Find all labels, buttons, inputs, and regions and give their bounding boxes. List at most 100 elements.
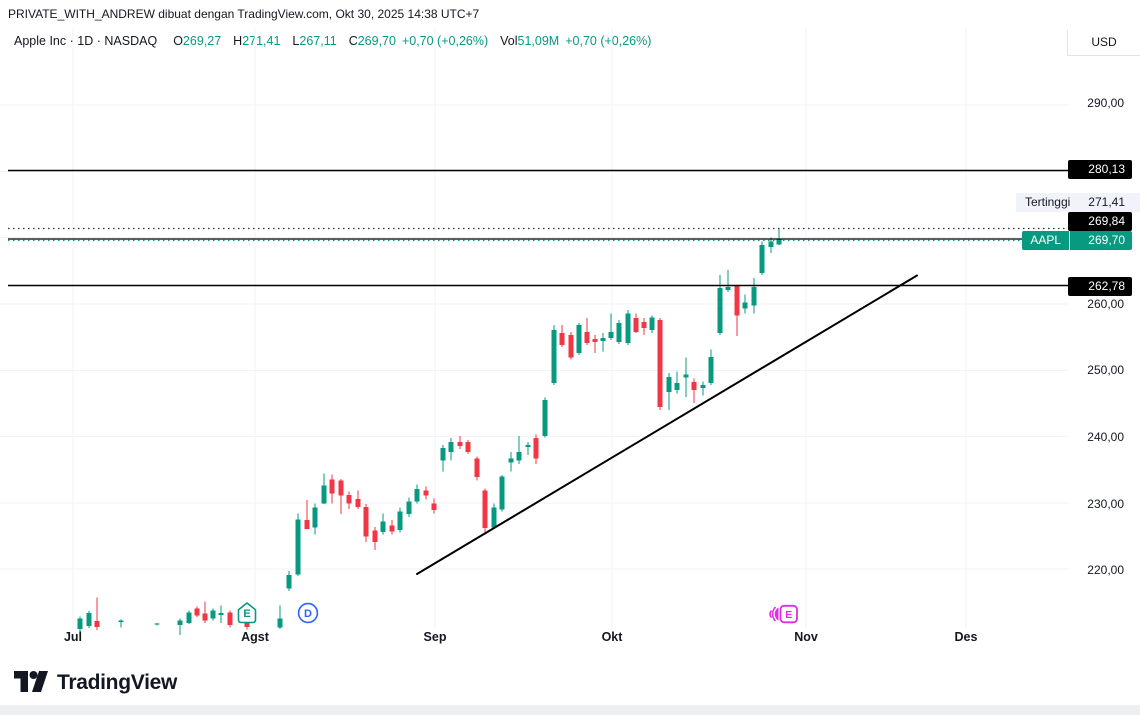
candle-body [616, 323, 622, 342]
time-axis-label: Nov [794, 630, 818, 644]
legend-separator: · [69, 34, 74, 48]
candle-body [717, 288, 723, 333]
candle-body [499, 476, 505, 510]
candle-body [295, 519, 301, 575]
candle-body [389, 525, 395, 532]
price-axis-tick: 260,00 [1087, 297, 1124, 311]
candle-body [525, 445, 531, 447]
trend-line-drawing[interactable] [416, 274, 918, 575]
candle-body [406, 501, 412, 514]
tradingview-logo-text[interactable]: TradingView [57, 670, 178, 694]
candle-body [86, 613, 92, 626]
candle-body [177, 620, 183, 625]
price-axis-tick: 290,00 [1087, 96, 1124, 110]
price-axis[interactable]: USD 290,00 260,00 250,00 240,00 230,00 220,00… [1015, 28, 1140, 656]
candle-body [227, 612, 233, 625]
candle-body [77, 618, 83, 629]
candle-body [355, 499, 361, 507]
upcoming-earnings-badge-shape [779, 604, 798, 624]
candle-body [218, 613, 224, 615]
candle-body [551, 330, 557, 383]
symbol-legend[interactable]: Apple Inc · 1D · NASDAQ O269,27 H271,41 … [14, 34, 651, 48]
volume-change-value: +0,70 (+0,26%) [565, 34, 652, 48]
upcoming-earnings-letter: E [785, 609, 792, 621]
change-value: +0,70 (+0,26%) [401, 34, 489, 48]
price-axis-tick: 230,00 [1087, 497, 1124, 511]
candle-body [210, 610, 216, 619]
candle-body [363, 507, 369, 537]
candle-body [608, 332, 614, 338]
earnings-upcoming-marker-icon[interactable]: E [769, 604, 798, 624]
open-label: O [173, 34, 183, 48]
candle-body [559, 333, 565, 345]
candle-body [244, 622, 250, 627]
time-axis-label: Jul [64, 630, 82, 644]
exchange-label: NASDAQ [104, 34, 158, 48]
highest-price-value: 271,41 [1088, 194, 1125, 209]
candle-body [625, 313, 631, 343]
candle-body [491, 507, 497, 528]
megaphone-arc [771, 606, 777, 622]
price-axis-tick: 250,00 [1087, 363, 1124, 377]
current-price-value: 269,70 [1070, 230, 1132, 250]
candle-body [768, 241, 774, 247]
symbol-name: Apple Inc [14, 34, 67, 48]
candle-body [516, 452, 522, 461]
current-price-badge: AAPL 269,70 [1022, 230, 1132, 250]
candle-body [465, 442, 471, 452]
candle-body [338, 480, 344, 496]
candle-body [674, 383, 680, 390]
dividend-letter: D [304, 608, 312, 620]
tradingview-logo-icon[interactable] [14, 670, 48, 695]
candle-body [725, 287, 731, 290]
time-axis-label: Okt [602, 630, 624, 644]
footer: TradingView [14, 670, 177, 695]
candle-body [584, 332, 590, 343]
low-label: L [292, 34, 300, 48]
currency-label[interactable]: USD [1067, 30, 1140, 56]
candle-body [666, 377, 672, 392]
close-label: C [348, 34, 358, 48]
candle-body [372, 530, 378, 542]
candle-body [380, 521, 386, 532]
candle-body [346, 495, 352, 504]
symbol-ticker-label: AAPL [1022, 230, 1069, 250]
candle-body [742, 302, 748, 309]
candle-body [457, 442, 463, 446]
candle-body [508, 458, 514, 463]
candle-body [304, 520, 310, 529]
price-line-badge: 262,78 [1068, 276, 1132, 296]
candle-body [118, 620, 124, 622]
candle-body [633, 318, 639, 332]
candle-body [202, 613, 208, 621]
candle-body [649, 317, 655, 330]
volume-label: Vol [500, 34, 518, 48]
candle-body [600, 338, 606, 341]
time-axis-label: Sep [424, 630, 447, 644]
price-line-badge: 269,84 [1068, 211, 1132, 231]
candle-body [683, 374, 689, 378]
volume-value: 51,09M [517, 34, 560, 48]
open-value: 269,27 [182, 34, 222, 48]
low-value: 267,11 [299, 34, 337, 48]
dividend-marker-icon[interactable]: D [297, 602, 319, 624]
candle-body [759, 245, 765, 273]
candle-body [542, 400, 548, 436]
candle-body [440, 448, 446, 461]
candle-body [691, 382, 697, 390]
highest-price-label: Tertinggi [1024, 194, 1071, 209]
candle-body [708, 357, 714, 383]
earnings-letter: E [243, 608, 250, 620]
candle-body [94, 621, 100, 627]
candle-body [321, 485, 327, 504]
dividend-badge-shape [297, 602, 319, 624]
earnings-marker-icon[interactable]: E [237, 601, 257, 624]
candlestick-chart[interactable]: Jul Agst Sep Okt Nov Des E D E [0, 28, 1068, 656]
price-axis-tick: 220,00 [1087, 563, 1124, 577]
interval-label: 1D [77, 34, 94, 48]
candle-body [431, 503, 437, 510]
candle-body [576, 325, 582, 353]
candle-body [474, 458, 480, 477]
candle-body [277, 618, 283, 628]
